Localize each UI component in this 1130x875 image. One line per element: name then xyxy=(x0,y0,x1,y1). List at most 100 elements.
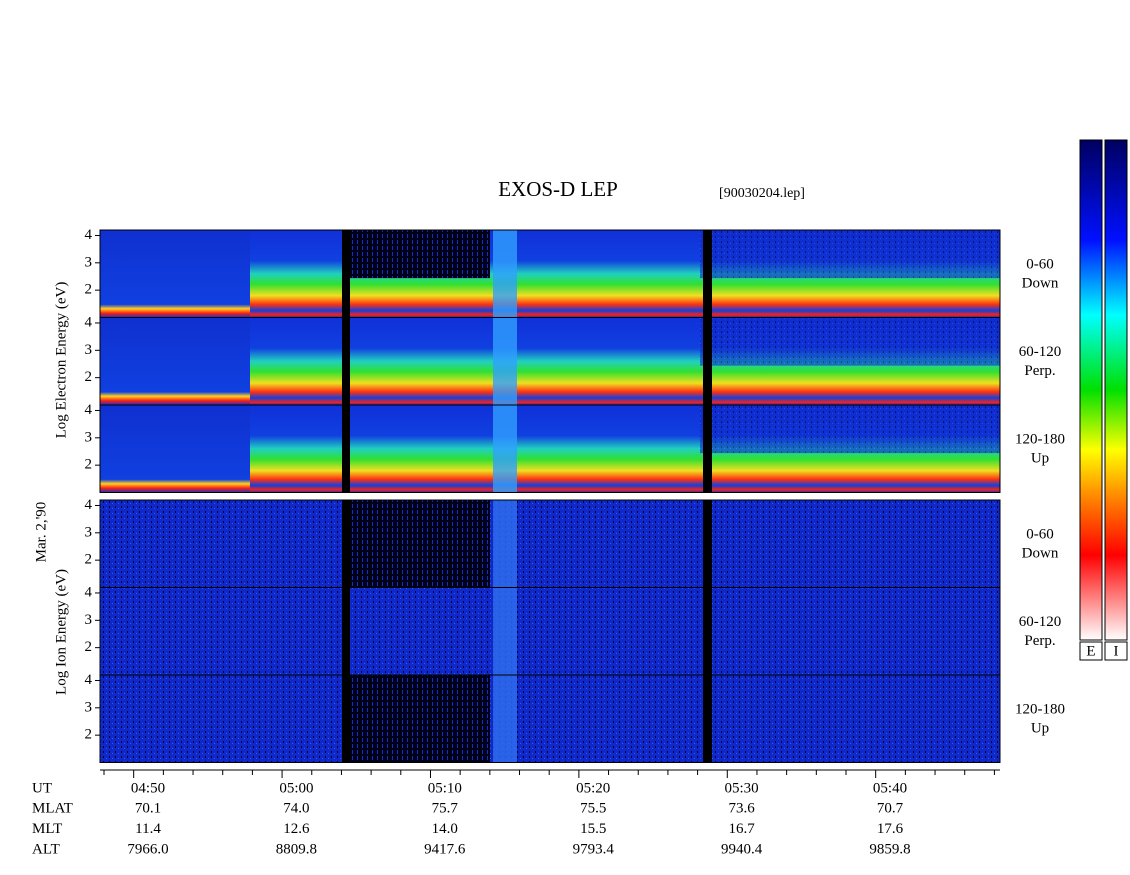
direction: Up xyxy=(1031,450,1049,466)
y-tick-label: 3 xyxy=(85,699,93,715)
data-gap xyxy=(342,587,350,675)
data-gap xyxy=(703,675,712,763)
data-gap xyxy=(703,405,712,493)
spectrogram xyxy=(700,317,1000,366)
pitch-angle: 0-60 xyxy=(1026,256,1054,272)
y-tick-label: 4 xyxy=(85,314,93,330)
data-gap xyxy=(493,500,517,588)
y-tick-label: 4 xyxy=(85,497,93,513)
row-value: 15.5 xyxy=(580,821,606,837)
electron-axis-label: Log Electron Energy (eV) xyxy=(53,282,69,439)
ion-axis-label: Log Ion Energy (eV) xyxy=(53,569,69,695)
pitch-angle: 60-120 xyxy=(1019,614,1062,630)
spectrogram xyxy=(350,675,490,763)
panels: 2 3 4 0-60 Down 2 3 4 60-120 Perp. 2 3 4 120-180 Up 2 3 4… xyxy=(85,227,1065,763)
row-value: 05:10 xyxy=(428,780,462,796)
direction: Down xyxy=(1022,545,1059,561)
y-tick-label: 4 xyxy=(85,584,93,600)
data-gap xyxy=(342,317,350,405)
row-value: 05:00 xyxy=(279,780,313,796)
pitch-angle: 60-120 xyxy=(1019,344,1062,360)
y-tick-label: 3 xyxy=(85,524,93,540)
row-value: 9859.8 xyxy=(869,841,910,857)
row-value: 9793.4 xyxy=(573,841,615,857)
direction: Up xyxy=(1031,720,1049,736)
y-tick-label: 3 xyxy=(85,612,93,628)
direction: Perp. xyxy=(1024,633,1055,649)
y-tick-label: 3 xyxy=(85,429,93,445)
colorbar xyxy=(1104,139,1128,641)
row-value: 70.7 xyxy=(877,801,904,817)
data-gap xyxy=(703,500,712,588)
data-gap xyxy=(342,230,350,318)
row-value: 12.6 xyxy=(283,821,310,837)
spectrogram xyxy=(100,405,250,493)
y-tick-label: 2 xyxy=(85,639,93,655)
row-label: MLT xyxy=(32,821,62,837)
spectrogram xyxy=(700,230,1000,279)
row-label: MLAT xyxy=(32,801,73,817)
data-gap xyxy=(342,675,350,763)
direction: Down xyxy=(1022,275,1059,291)
colorbar-label: I xyxy=(1114,643,1119,659)
title: EXOS-D LEP xyxy=(498,177,618,201)
y-tick-label: 4 xyxy=(85,227,93,243)
row-value: 8809.8 xyxy=(276,841,317,857)
panel-frame xyxy=(99,404,1001,493)
row-value: 04:50 xyxy=(131,780,165,796)
y-tick-label: 3 xyxy=(85,342,93,358)
row-value: 05:20 xyxy=(576,780,610,796)
data-gap xyxy=(493,230,517,318)
spectrogram xyxy=(700,405,1000,454)
data-gap xyxy=(703,587,712,675)
row-value: 74.0 xyxy=(283,801,309,817)
row-value: 75.7 xyxy=(432,801,459,817)
panel-frame xyxy=(99,674,1001,763)
time-axis: UT 04:50 05:00 05:10 05:20 05:30 05:40 MLAT 70.1… xyxy=(32,769,1000,857)
y-tick-label: 2 xyxy=(85,282,93,298)
spectrogram xyxy=(100,587,1000,675)
colorbar-box xyxy=(1104,641,1128,661)
data-gap xyxy=(703,230,712,318)
y-tick-label: 3 xyxy=(85,254,93,270)
spectrogram xyxy=(100,317,250,405)
colorbar-label: E xyxy=(1086,643,1095,659)
data-gap xyxy=(342,500,350,588)
spectrogram xyxy=(350,230,490,279)
pitch-angle: 120-180 xyxy=(1015,701,1065,717)
spectrogram xyxy=(100,500,1000,588)
data-gap xyxy=(493,675,517,763)
spectrogram xyxy=(100,675,1000,763)
row-value: 9940.4 xyxy=(721,841,763,857)
colorbar xyxy=(1079,139,1103,641)
file-name: [90030204.lep] xyxy=(719,186,805,201)
row-label: ALT xyxy=(32,841,60,857)
data-gap xyxy=(703,317,712,405)
row-value: 9417.6 xyxy=(424,841,466,857)
row-value: 7966.0 xyxy=(127,841,168,857)
row-label: UT xyxy=(32,780,52,796)
y-tick-label: 2 xyxy=(85,457,93,473)
y-tick-label: 2 xyxy=(85,552,93,568)
data-gap xyxy=(493,317,517,405)
data-gap xyxy=(342,405,350,493)
date: Mar. 2,'90 xyxy=(33,502,49,563)
pitch-angle: 120-180 xyxy=(1015,431,1065,447)
row-value: 75.5 xyxy=(580,801,606,817)
row-value: 05:40 xyxy=(873,780,907,796)
row-value: 73.6 xyxy=(728,801,755,817)
row-value: 14.0 xyxy=(432,821,458,837)
y-tick-label: 4 xyxy=(85,402,93,418)
row-value: 16.7 xyxy=(728,821,755,837)
data-gap xyxy=(493,587,517,675)
spectrogram xyxy=(350,500,490,588)
row-value: 17.6 xyxy=(877,821,904,837)
data-gap xyxy=(493,405,517,493)
row-value: 70.1 xyxy=(135,801,161,817)
y-tick-label: 2 xyxy=(85,727,93,743)
y-tick-label: 4 xyxy=(85,672,93,688)
y-tick-label: 2 xyxy=(85,369,93,385)
row-value: 11.4 xyxy=(135,821,161,837)
colorbar-box xyxy=(1079,641,1103,661)
